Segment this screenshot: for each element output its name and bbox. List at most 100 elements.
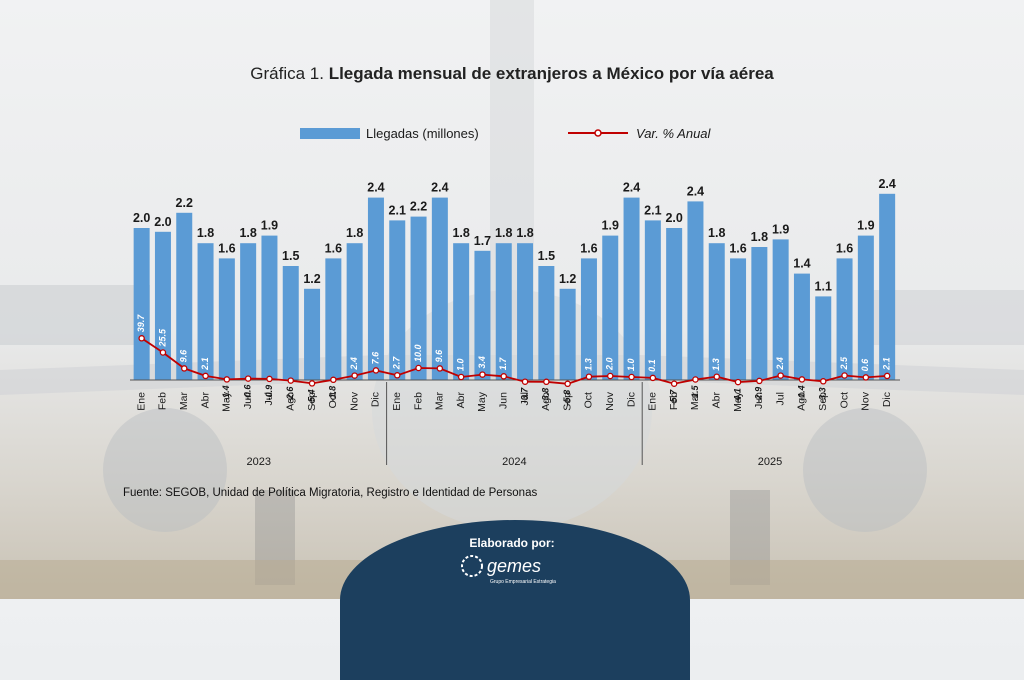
x-tick-label: Feb [412, 392, 424, 410]
line-marker [479, 371, 486, 378]
line-value-label: -1.4 [221, 385, 231, 401]
bar [282, 266, 299, 380]
line-marker [223, 376, 231, 383]
x-tick-label: Oct [327, 392, 339, 408]
x-tick-label: Jul [519, 392, 531, 405]
line-marker [415, 364, 422, 372]
line-value-labels: 39.7 25.5 9.6 2.1 -1.4 -0.6 -0.9 -2.6 -5.4 -1.8 2.… [136, 314, 892, 406]
bar-value-label: 1.6 [836, 241, 853, 255]
bar [666, 228, 683, 380]
line-value-label: 2.1 [200, 357, 210, 371]
bar [453, 243, 470, 380]
bar [218, 258, 235, 380]
bar-value-label: 1.8 [197, 226, 214, 240]
x-tick-label: Ago [796, 392, 808, 411]
x-tick-label: Abr [199, 392, 211, 409]
bar-value-label: 1.8 [495, 226, 512, 240]
line-value-label: 2.1 [882, 357, 892, 371]
line-marker [862, 374, 870, 381]
bar-series [133, 193, 896, 380]
line-value-label: 10.0 [413, 344, 423, 362]
x-tick-label: Sep [306, 392, 318, 411]
line-marker [500, 373, 507, 380]
bar [559, 288, 576, 380]
line-value-label: 1.3 [583, 358, 593, 371]
legend-line-marker [594, 129, 602, 137]
bar-value-label: 2.4 [687, 184, 704, 198]
chart-title: Gráfica 1. Llegada mensual de extranjero… [0, 64, 1024, 84]
x-tick-label: Sep [561, 392, 573, 411]
x-tick-label: Jun [242, 392, 254, 409]
bar [517, 243, 534, 380]
line-value-label: 2.7 [392, 356, 402, 371]
line-value-label: -1.4 [796, 385, 806, 401]
line-value-label: -1.5 [690, 385, 700, 402]
x-axis-year-labels: 2023 2024 2025 [247, 382, 782, 468]
x-tick-label: May [732, 391, 744, 412]
year-label: 2024 [502, 456, 526, 468]
credit-label: Elaborado por: [469, 536, 555, 550]
line-marker [607, 372, 614, 380]
line-value-label: 9.6 [179, 349, 189, 363]
bar-value-label: 2.4 [623, 181, 640, 195]
bar [772, 239, 789, 380]
x-tick-label: Ene [647, 392, 659, 411]
line-value-label: 0.1 [647, 359, 657, 372]
bar [602, 235, 619, 380]
bar-value-label: 1.6 [218, 241, 235, 255]
line-marker [543, 378, 550, 386]
bar-value-label: 1.9 [772, 222, 789, 236]
x-tick-label: Dic [625, 392, 637, 407]
line-marker [180, 365, 188, 372]
bar-value-labels: 2.0 2.0 2.2 1.8 1.6 1.8 1.9 1.5 1.2 1.6 1.8 2.4 2.1 2… [133, 177, 896, 294]
logo-subtitle: Grupo Empresarial Estrategia [490, 579, 556, 585]
legend-bar-label: Llegadas (millones) [366, 126, 479, 141]
x-tick-label: Jul [263, 392, 275, 405]
bar [431, 197, 448, 380]
line-value-label: 1.0 [456, 358, 466, 371]
year-label: 2025 [758, 456, 782, 468]
bar-value-label: 1.8 [239, 226, 256, 240]
x-tick-label: Ene [391, 392, 403, 411]
year-label: 2023 [247, 456, 271, 468]
line-value-label: 2.4 [775, 357, 785, 371]
line-marker [798, 376, 806, 383]
line-value-label: 7.6 [370, 351, 380, 365]
line-marker [287, 377, 294, 384]
line-value-label: 1.3 [711, 358, 721, 371]
line-value-label: 2.5 [839, 356, 849, 371]
line-marker [202, 372, 209, 380]
bar [240, 243, 257, 380]
bar-value-label: 2.4 [367, 181, 384, 195]
bar-value-label: 1.5 [282, 249, 299, 263]
x-tick-label: Nov [604, 391, 616, 410]
bar-value-label: 1.2 [559, 272, 576, 286]
line-value-label: -5.7 [669, 389, 679, 406]
legend-bar-swatch [300, 128, 360, 139]
line-marker [436, 365, 444, 372]
line-marker [841, 372, 848, 379]
bar [730, 258, 747, 380]
bar-value-label: 1.8 [346, 226, 363, 240]
bar-value-label: 1.6 [580, 241, 597, 255]
bar-value-label: 1.2 [303, 272, 320, 286]
bar-value-label: 2.4 [878, 177, 895, 191]
bar-value-label: 1.6 [729, 241, 746, 255]
line-value-label: -0.6 [243, 384, 253, 401]
bar [474, 250, 491, 380]
line-marker [393, 372, 401, 379]
x-tick-label: Dic [881, 392, 893, 407]
line-value-label: 25.5 [157, 328, 167, 348]
x-tick-label: Oct [583, 392, 595, 408]
line-value-label: 2.4 [349, 357, 359, 371]
line-marker [564, 380, 571, 388]
bar-value-label: 1.8 [452, 226, 469, 240]
bar-value-label: 1.7 [474, 234, 491, 248]
bar [133, 228, 150, 380]
bar [580, 258, 597, 380]
bar [325, 258, 342, 380]
x-tick-label: Nov [860, 391, 872, 410]
line-value-label: 0.6 [860, 358, 870, 372]
line-value-label: 2.0 [605, 357, 615, 371]
line-marker [585, 373, 593, 380]
